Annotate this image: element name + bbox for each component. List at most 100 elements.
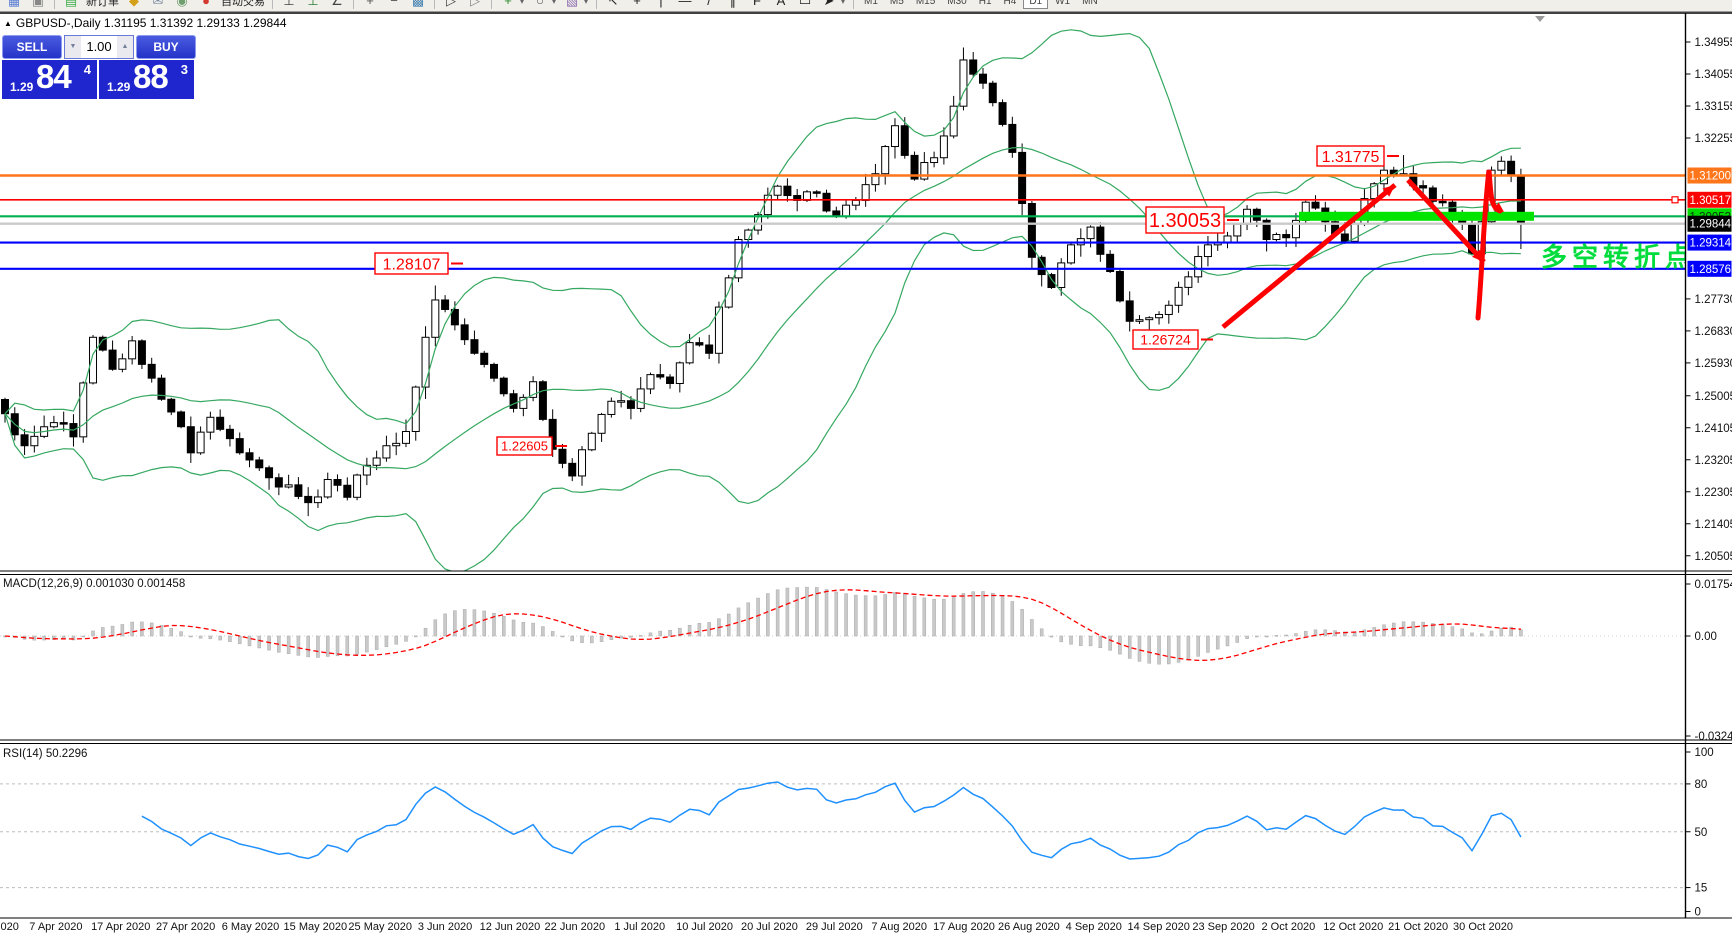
timeframe-MN[interactable]: MN	[1082, 0, 1098, 7]
new-order-label[interactable]: 新订单	[86, 0, 119, 8]
macd-label: MACD(12,26,9) 0.001030 0.001458	[3, 578, 185, 590]
zoom-window-icon[interactable]: ▣	[31, 0, 45, 8]
svg-text:1.31200: 1.31200	[1690, 171, 1732, 183]
down-trend-arrow[interactable]	[1406, 178, 1486, 264]
dropdown-caret-icon[interactable]: ▾	[552, 0, 557, 6]
price-tick-label: 1.25005	[1695, 391, 1732, 403]
buy-price-prefix: 1.29	[107, 80, 131, 94]
mail-icon[interactable]: ✉	[152, 0, 164, 8]
chart-window-icon[interactable]: ▦	[7, 0, 21, 8]
toolbar-separator	[853, 0, 854, 9]
gold-icon[interactable]: ◆	[129, 0, 139, 8]
bull-bear-pivot-text[interactable]: 多空转折点	[1541, 242, 1696, 272]
bar-chart-icon[interactable]: ⊥	[283, 0, 295, 8]
sell-price-prefix: 1.29	[10, 80, 34, 94]
price-tick-label: 1.24105	[1695, 423, 1732, 435]
sound-icon[interactable]: ◉	[176, 0, 188, 8]
timeframe-M30[interactable]: M30	[947, 0, 967, 7]
zoom-out-icon[interactable]: −	[390, 0, 398, 8]
tile-windows-icon[interactable]: ▩	[411, 0, 425, 8]
templates-icon[interactable]: ▧	[565, 0, 579, 8]
price-tick-label: 1.34955	[1695, 37, 1732, 49]
macd-signal-line	[4, 589, 1521, 662]
svg-text:80: 80	[1695, 779, 1708, 791]
zoom-in-icon[interactable]: +	[366, 0, 374, 8]
date-tick-label: 4 Sep 2020	[1066, 921, 1122, 933]
up-trend-arrow[interactable]	[1221, 183, 1397, 329]
timeframe-M1[interactable]: M1	[864, 0, 878, 7]
fibonacci-icon[interactable]: F	[753, 0, 761, 8]
dropdown-caret-icon[interactable]: ▾	[584, 0, 589, 6]
annotation-price-label[interactable]: 1.28107	[374, 252, 463, 275]
date-tick-label: 27 Apr 2020	[156, 921, 215, 933]
candlestick-chart-icon[interactable]: ⊥	[307, 0, 319, 8]
vertical-line-icon[interactable]: |	[659, 0, 663, 8]
autotrading-icon[interactable]: ●	[202, 0, 210, 8]
toolbar-separator	[54, 0, 55, 9]
annotation-price-label[interactable]: 1.30053	[1145, 206, 1239, 234]
date-axis[interactable]: 9 Mar 2020 7 Apr 2020 17 Apr 2020 27 Apr 20…	[0, 921, 1513, 933]
svg-text:-0.032445: -0.032445	[1695, 731, 1732, 743]
text-label-icon[interactable]: ▭	[798, 0, 812, 8]
new-order-icon[interactable]: ▤	[64, 0, 78, 8]
auto-scroll-icon[interactable]: ▷	[446, 0, 456, 8]
dropdown-caret-icon[interactable]: ▾	[841, 0, 846, 6]
collapse-panel-icon[interactable]: ▲	[4, 19, 12, 28]
svg-text:1.29844: 1.29844	[1690, 219, 1732, 231]
trendline-icon[interactable]: /	[707, 0, 711, 8]
main-price-pane[interactable]	[1, 29, 1525, 573]
price-axis[interactable]: 1.34955 1.34055 1.33155 1.32255 1.27730 1.268…	[1671, 37, 1732, 563]
timeframe-M5[interactable]: M5	[889, 0, 904, 7]
horizontal-line-icon[interactable]: —	[678, 0, 692, 8]
crosshair-icon[interactable]: +	[633, 0, 641, 8]
price-tick-label: 1.23205	[1695, 455, 1732, 467]
hook-arrow[interactable]	[1475, 169, 1503, 321]
date-tick-label: 22 Jun 2020	[545, 921, 606, 933]
chart-shift-icon[interactable]: ▷	[470, 0, 480, 8]
autotrading-label[interactable]: 自动交易	[221, 0, 265, 8]
channel-icon[interactable]: ∥	[729, 0, 737, 8]
volume-input[interactable]: 1.00	[86, 39, 112, 54]
sell-button[interactable]: SELL	[2, 35, 62, 59]
buy-price-display[interactable]: 1.29 88 3	[99, 58, 194, 99]
timeframe-D1[interactable]: D1	[1023, 0, 1049, 9]
price-tick-label: 1.20505	[1695, 551, 1732, 563]
text-icon[interactable]: A	[776, 0, 786, 8]
date-tick-label: 7 Aug 2020	[871, 921, 927, 933]
periods-icon[interactable]: ○	[536, 0, 544, 8]
svg-text:1.28107: 1.28107	[383, 256, 441, 273]
rsi-pane[interactable]	[0, 781, 1685, 889]
indicators-icon[interactable]: +	[504, 0, 512, 8]
timeframe-M15[interactable]: M15	[915, 0, 936, 7]
resistance-line-orange-axis-label: 1.31200	[1687, 167, 1732, 184]
price-tick-label: 1.26830	[1695, 326, 1732, 338]
volume-increase-button[interactable]: ▲	[117, 36, 133, 58]
annotation-price-label[interactable]: 1.31775	[1316, 145, 1399, 167]
chart-collapse-triangle-icon[interactable]	[1535, 16, 1545, 22]
annotation-price-label[interactable]: 1.26724	[1132, 329, 1213, 350]
date-tick-label: 2 Oct 2020	[1261, 921, 1315, 933]
volume-decrease-button[interactable]: ▼	[65, 36, 81, 58]
dropdown-caret-icon[interactable]: ▾	[520, 0, 525, 6]
macd-pane[interactable]	[0, 586, 1685, 665]
toolbar-separator	[596, 0, 597, 9]
green-zone-bar[interactable]	[1299, 211, 1534, 221]
line-chart-icon[interactable]: ∠	[331, 0, 343, 8]
date-tick-label: 9 Mar 2020	[0, 921, 19, 933]
date-tick-label: 20 Jul 2020	[741, 921, 798, 933]
date-tick-label: 1 Jul 2020	[614, 921, 665, 933]
timeframe-H1[interactable]: H1	[978, 0, 992, 7]
svg-text:0.00: 0.00	[1695, 631, 1717, 643]
timeframe-H4[interactable]: H4	[1003, 0, 1017, 7]
arrows-icon[interactable]: ➤	[823, 0, 835, 8]
timeframe-W1[interactable]: W1	[1055, 0, 1071, 7]
annotation-price-label[interactable]: 1.22605	[496, 436, 567, 456]
chart-annotations[interactable]: 1.28107 1.22605 1.26724 1.30053 1.31775 多空转折点	[374, 145, 1696, 456]
date-tick-label: 30 Oct 2020	[1453, 921, 1513, 933]
buy-button[interactable]: BUY	[136, 35, 196, 59]
toolbar-separator	[272, 0, 273, 9]
sell-price-display[interactable]: 1.29 84 4	[2, 58, 97, 99]
cursor-icon[interactable]: ↖	[607, 0, 619, 8]
current-price-line-axis-label: 1.29844	[1687, 215, 1732, 232]
